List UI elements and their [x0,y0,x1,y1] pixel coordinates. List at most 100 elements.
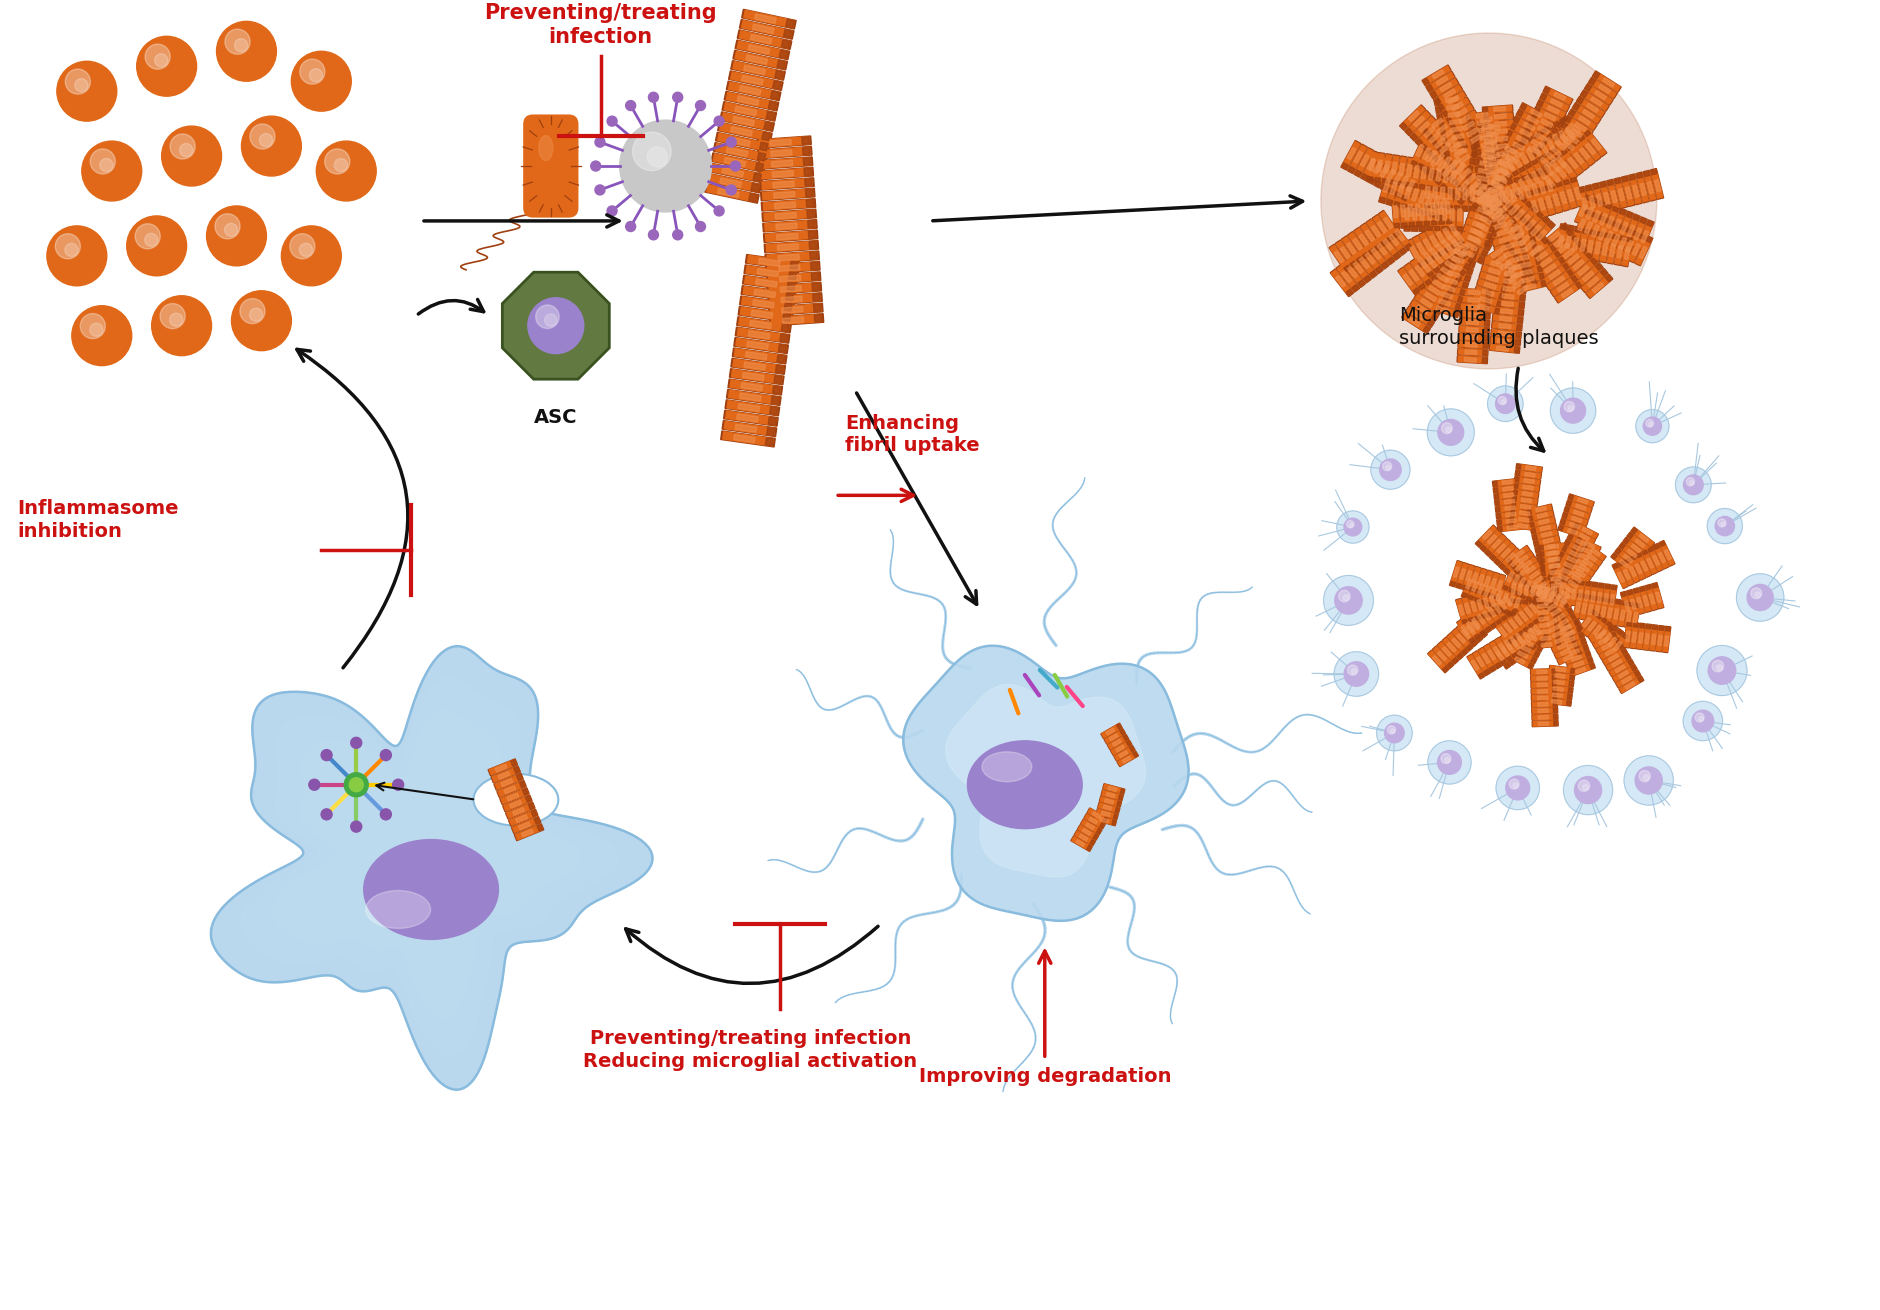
Bar [726,81,780,101]
Bar [1519,574,1534,600]
Bar [1517,141,1523,148]
Bar [1532,145,1542,157]
Bar [769,406,776,415]
Bar [1451,102,1463,111]
Bar [1491,207,1496,212]
Bar [1512,584,1515,595]
Bar [1500,151,1506,156]
Bar [1534,507,1545,512]
Bar [758,258,780,266]
Bar [1440,187,1446,193]
Bar [1408,317,1419,326]
Bar [771,90,778,100]
Bar [1568,633,1572,638]
Bar [735,424,756,432]
Bar [1549,590,1562,613]
Bar [1647,548,1662,571]
Bar [1393,169,1412,199]
Bar [1446,633,1468,655]
Bar [1081,820,1100,833]
Bar [1549,625,1559,631]
Bar [1643,172,1649,177]
Bar [1487,607,1495,617]
Bar [1466,616,1485,637]
Bar [1436,215,1442,220]
Bar [1528,516,1532,521]
Bar [1562,578,1572,605]
Bar [780,296,801,303]
Bar [1557,642,1568,650]
Bar [1519,196,1527,203]
Bar [1540,563,1564,570]
Bar [1555,620,1579,635]
Bar [1553,620,1579,634]
Bar [1557,626,1581,639]
Bar [1643,170,1656,202]
Bar [1433,186,1438,191]
Bar [724,157,744,166]
Bar [1498,563,1504,569]
Bar [1583,542,1604,561]
Bar [1434,96,1463,106]
Bar [1611,565,1626,587]
Bar [773,386,780,394]
Bar [1485,233,1491,240]
Bar [1431,92,1436,98]
Bar [1496,159,1508,164]
Bar [1515,470,1540,478]
Bar [1483,320,1487,326]
Ellipse shape [1647,426,1658,431]
Bar [1527,145,1540,155]
Bar [1512,141,1525,151]
Bar [1352,262,1363,274]
Bar [1515,607,1532,629]
Bar [1581,229,1587,233]
Bar [1470,122,1500,134]
Bar [1465,110,1495,122]
Bar [1583,541,1594,549]
Bar [1527,173,1540,203]
Bar [1495,136,1508,141]
Bar [1371,237,1395,265]
Circle shape [1581,785,1589,790]
Bar [1506,631,1523,654]
Circle shape [1444,757,1449,762]
Bar [1461,187,1493,199]
Bar [1579,238,1585,252]
Bar [1380,165,1387,177]
Bar [1496,580,1502,591]
Bar [1470,601,1476,612]
Bar [1476,527,1495,546]
Circle shape [545,314,556,326]
Bar [1111,739,1120,747]
Bar [1478,187,1498,217]
Bar [1468,638,1474,643]
Bar [1519,295,1523,300]
Ellipse shape [474,774,558,825]
Bar [776,233,797,240]
Bar [1478,177,1506,187]
Bar [1423,144,1442,173]
Bar [1431,156,1440,166]
Bar [1553,707,1557,713]
Bar [1487,155,1517,172]
Bar [1491,478,1517,486]
Bar [1551,596,1555,600]
Bar [1496,204,1500,211]
Bar [782,313,790,321]
Bar [1525,571,1547,591]
Bar [1386,177,1399,204]
Bar [1506,558,1512,563]
Bar [1512,652,1517,658]
Bar [1528,571,1538,579]
Bar [1572,575,1581,583]
Bar [1542,532,1551,537]
Bar [1504,499,1513,504]
Bar [1416,254,1438,282]
Bar [1602,648,1626,664]
Bar [1639,231,1649,242]
Bar [1483,164,1496,170]
Circle shape [1643,417,1660,435]
Bar [1472,293,1502,308]
Bar [1483,169,1513,189]
